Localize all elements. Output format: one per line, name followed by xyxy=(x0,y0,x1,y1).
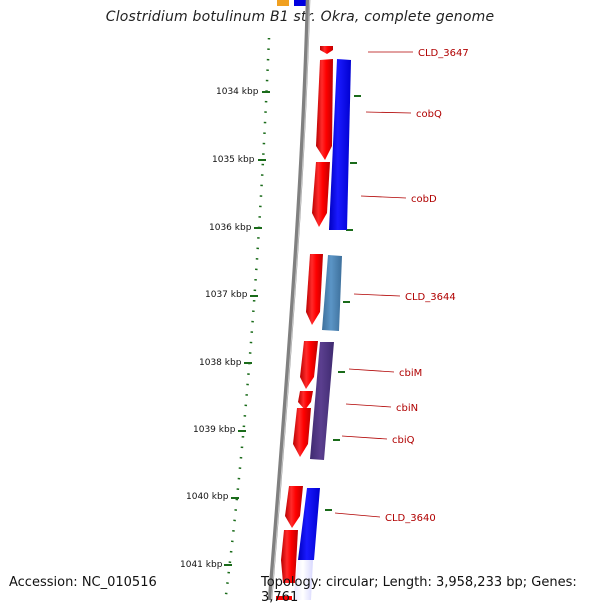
gene-arrow-cld3644 xyxy=(306,254,323,325)
right-track-dashes xyxy=(325,95,361,511)
scale-dotted-arc xyxy=(224,37,271,596)
blast-block-pale xyxy=(293,560,313,600)
gene-label-cld3647: CLD_3647 xyxy=(418,48,469,59)
blast-block-blue-1 xyxy=(329,59,351,230)
gene-arrow-cobd xyxy=(312,162,330,227)
gene-label-cbin: cbiN xyxy=(396,403,418,414)
kbp-axis: 1034 kbp 1035 kbp 1036 kbp 1037 kbp 1038… xyxy=(180,87,270,570)
kbp-label: 1039 kbp xyxy=(193,425,236,435)
blast-block-purple xyxy=(310,342,334,460)
gene-arrow-cbin xyxy=(298,391,313,410)
gene-label-cbiq: cbiQ xyxy=(392,435,415,446)
genome-backbone xyxy=(267,0,311,600)
blast-block-blue-2 xyxy=(298,488,320,560)
genome-backbone-highlight xyxy=(271,0,310,600)
map-title: Clostridium botulinum B1 str. Okra, comp… xyxy=(105,9,495,25)
kbp-label: 1041 kbp xyxy=(180,560,223,570)
gene-arrow-cld3647 xyxy=(320,46,333,54)
gene-label-cobd: cobD xyxy=(411,194,437,205)
gene-arrow-cld3640 xyxy=(285,486,303,528)
gene-arrow-bottom-stub xyxy=(276,596,292,600)
top-blue-block xyxy=(294,0,308,6)
gene-arrow-continuation xyxy=(281,530,298,583)
genome-summary-text: Topology: circular; Length: 3,958,233 bp… xyxy=(261,575,577,605)
kbp-label: 1038 kbp xyxy=(199,358,242,368)
kbp-label: 1037 kbp xyxy=(205,290,248,300)
top-orange-block xyxy=(277,0,289,6)
kbp-label: 1036 kbp xyxy=(209,223,252,233)
kbp-label: 1035 kbp xyxy=(212,155,255,165)
kbp-label: 1040 kbp xyxy=(186,492,229,502)
blast-block-steel xyxy=(322,255,342,331)
gene-leader-lines xyxy=(334,51,413,518)
gene-arrow-cbim xyxy=(300,341,318,389)
blast-track xyxy=(293,59,351,600)
gene-arrow-cbiq xyxy=(293,408,311,457)
gene-arrow-cobq xyxy=(316,59,333,160)
gene-labels: CLD_3647 cobQ cobD CLD_3644 cbiM cbiN cb… xyxy=(385,48,469,524)
gene-label-cld3644: CLD_3644 xyxy=(405,292,456,303)
cds-track xyxy=(276,46,333,600)
gene-label-cbim: cbiM xyxy=(399,368,422,379)
gene-label-cobq: cobQ xyxy=(416,109,442,120)
gene-label-cld3640: CLD_3640 xyxy=(385,513,436,524)
kbp-label: 1034 kbp xyxy=(216,87,259,97)
accession-text: Accession: NC_010516 xyxy=(9,575,157,590)
